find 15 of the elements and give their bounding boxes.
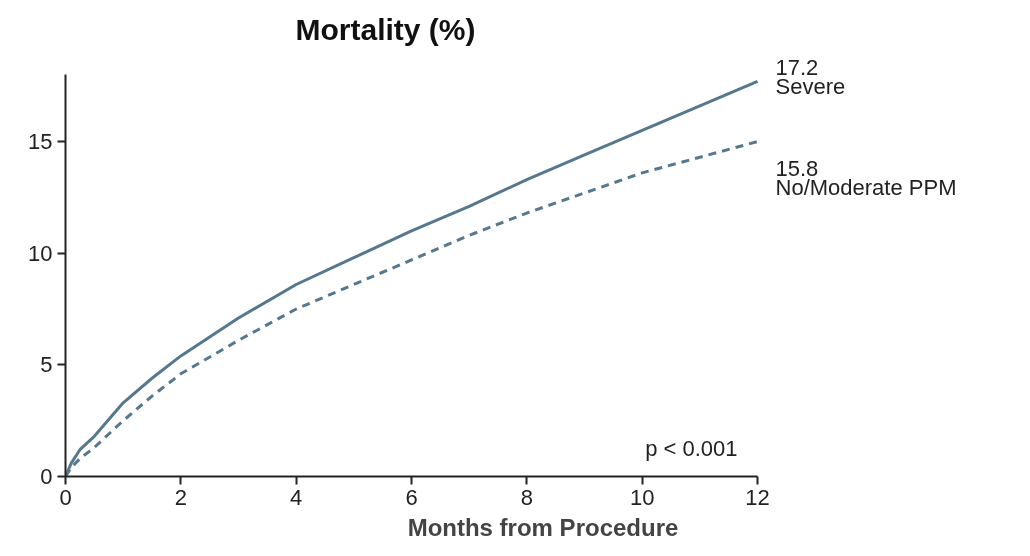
y-tick-label: 5	[40, 352, 53, 378]
x-tick-label: 2	[174, 484, 187, 510]
annotation: p < 0.001	[645, 435, 738, 461]
x-tick-label: 4	[290, 484, 303, 510]
y-tick-label: 15	[28, 129, 53, 155]
x-axis-title: Months from Procedure	[407, 513, 679, 541]
x-tick-label: 8	[520, 484, 533, 510]
chart-title: Mortality (%)	[295, 12, 476, 46]
x-tick-label: 6	[405, 484, 418, 510]
x-tick-label: 12	[745, 484, 770, 510]
y-tick-label: 10	[28, 240, 53, 266]
x-tick-label: 0	[59, 484, 72, 510]
y-tick-label: 0	[40, 464, 53, 489]
x-tick-label: 10	[629, 484, 655, 510]
series-label: Severe	[775, 74, 846, 100]
